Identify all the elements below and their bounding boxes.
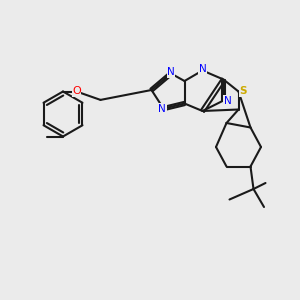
- Text: N: N: [224, 95, 232, 106]
- Text: N: N: [158, 103, 166, 114]
- Text: N: N: [199, 64, 206, 74]
- Text: O: O: [72, 86, 81, 97]
- Text: N: N: [167, 67, 175, 77]
- Text: S: S: [239, 86, 247, 97]
